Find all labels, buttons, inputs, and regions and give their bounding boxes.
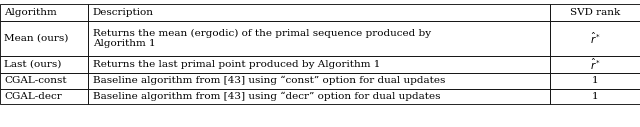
Text: 1: 1 xyxy=(592,76,598,85)
Bar xyxy=(0,73,88,89)
Bar xyxy=(88,73,550,89)
Text: Last (ours): Last (ours) xyxy=(4,60,62,69)
Text: SVD rank: SVD rank xyxy=(570,8,620,17)
Text: Algorithm 1: Algorithm 1 xyxy=(93,39,156,48)
Bar xyxy=(88,56,550,73)
Bar xyxy=(88,21,550,56)
Bar xyxy=(0,4,88,21)
Text: Returns the last primal point produced by Algorithm 1: Returns the last primal point produced b… xyxy=(93,60,380,69)
Bar xyxy=(0,56,88,73)
Bar xyxy=(550,89,640,104)
Bar xyxy=(550,4,640,21)
Text: Description: Description xyxy=(93,8,154,17)
Bar xyxy=(0,89,88,104)
Bar xyxy=(550,21,640,56)
Text: CGAL-decr: CGAL-decr xyxy=(4,92,62,101)
Bar xyxy=(88,89,550,104)
Text: Returns the mean (ergodic) of the primal sequence produced by: Returns the mean (ergodic) of the primal… xyxy=(93,29,431,38)
Text: 1: 1 xyxy=(592,92,598,101)
Text: Baseline algorithm from [43] using “decr” option for dual updates: Baseline algorithm from [43] using “decr… xyxy=(93,92,440,101)
Bar xyxy=(0,21,88,56)
Text: Algorithm: Algorithm xyxy=(4,8,57,17)
Text: CGAL-const: CGAL-const xyxy=(4,76,67,85)
Text: $\hat{r}^*$: $\hat{r}^*$ xyxy=(589,57,601,72)
Bar xyxy=(550,56,640,73)
Text: Mean (ours): Mean (ours) xyxy=(4,34,69,43)
Text: Baseline algorithm from [43] using “const” option for dual updates: Baseline algorithm from [43] using “cons… xyxy=(93,76,445,85)
Bar xyxy=(550,73,640,89)
Bar xyxy=(88,4,550,21)
Text: $\hat{r}^*$: $\hat{r}^*$ xyxy=(589,31,601,46)
